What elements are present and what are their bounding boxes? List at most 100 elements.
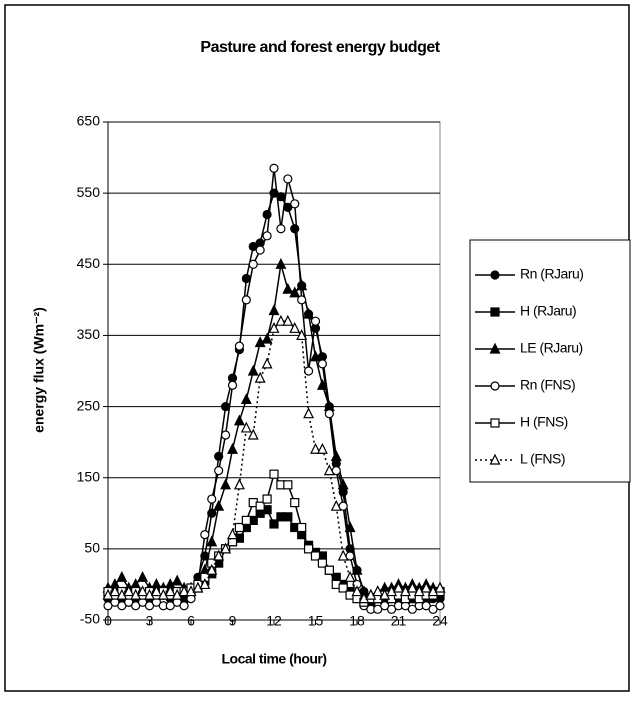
data-point [428,604,438,614]
data-point [261,332,273,344]
y-tick-label: 450 [77,255,101,271]
x-tick-label: 18 [349,613,365,629]
data-point [303,307,315,319]
data-point [407,604,417,614]
data-point [261,357,273,369]
data-point [310,350,321,362]
data-point [283,512,293,522]
data-point [137,585,149,597]
data-point [290,498,300,508]
data-point [227,442,238,454]
data-point [393,581,404,593]
data-point [435,601,445,611]
data-point [165,601,175,611]
data-point [248,259,258,269]
data-point [421,601,431,611]
data-point [144,601,155,611]
data-point [323,464,335,476]
legend-marker [490,307,500,317]
data-point [199,578,211,590]
data-point [206,535,218,547]
y-tick-label: 50 [84,540,100,556]
data-point [434,581,446,593]
data-point [137,570,149,582]
data-point [303,366,314,376]
data-point [303,544,314,554]
data-point [290,224,300,234]
data-point [247,364,259,376]
data-point [240,393,252,405]
data-point [406,581,418,593]
data-point [179,601,189,611]
data-point [386,604,397,614]
data-point [262,494,272,504]
data-point [131,601,141,611]
y-axis-label: energy flux (Wm⁻²) [31,307,47,433]
data-point [269,519,279,529]
y-tick-label: 250 [77,397,101,413]
data-point [373,604,383,614]
data-point [213,499,225,511]
data-point [241,295,251,305]
data-point [234,341,245,351]
legend-label: L (FNS) [520,451,565,467]
data-point [380,601,390,611]
data-point [123,585,135,597]
data-point [117,601,127,611]
data-point [213,549,225,561]
y-tick-label: -50 [80,611,100,627]
data-point [262,231,272,241]
x-tick-label: 0 [104,613,112,629]
legend-label: Rn (FNS) [520,377,575,393]
data-point [254,371,266,383]
data-point [351,585,363,597]
y-tick-label: 150 [77,468,101,484]
data-point [283,480,293,490]
data-point [171,574,183,586]
data-point [109,585,121,597]
data-point [317,558,328,568]
data-point [276,224,286,234]
y-tick-label: 550 [77,184,101,200]
data-point [310,551,321,561]
data-point [316,442,328,454]
data-point [275,314,287,326]
data-point [296,329,308,341]
y-tick-label: 350 [77,326,101,342]
data-point [150,585,162,597]
data-point [268,304,280,316]
data-point [324,565,334,575]
data-point [269,163,279,173]
legend [469,239,631,483]
data-point [103,601,113,611]
data-point [337,478,349,490]
legend-label: H (FNS) [520,414,568,430]
data-point [289,321,301,333]
x-tick-label: 6 [187,613,195,629]
data-point [255,245,265,255]
legend-marker [490,381,500,391]
data-point [268,321,280,333]
x-tick-label: 9 [229,613,237,629]
data-point [233,414,245,426]
data-point [255,501,265,511]
data-point [338,583,348,593]
data-point [248,241,258,252]
legend-marker [489,453,501,465]
data-point [289,286,301,298]
legend-label: LE (RJaru) [520,340,583,356]
data-point [220,478,232,490]
data-point [337,549,349,561]
data-point [297,522,307,533]
data-point [164,585,176,597]
data-point [420,581,432,593]
legend-marker [489,342,501,354]
data-point [282,282,294,294]
data-point [233,478,245,490]
plot-area [107,121,441,621]
x-tick-label: 15 [308,613,324,629]
data-point [241,515,251,526]
data-point [178,585,190,597]
data-point [303,407,315,419]
